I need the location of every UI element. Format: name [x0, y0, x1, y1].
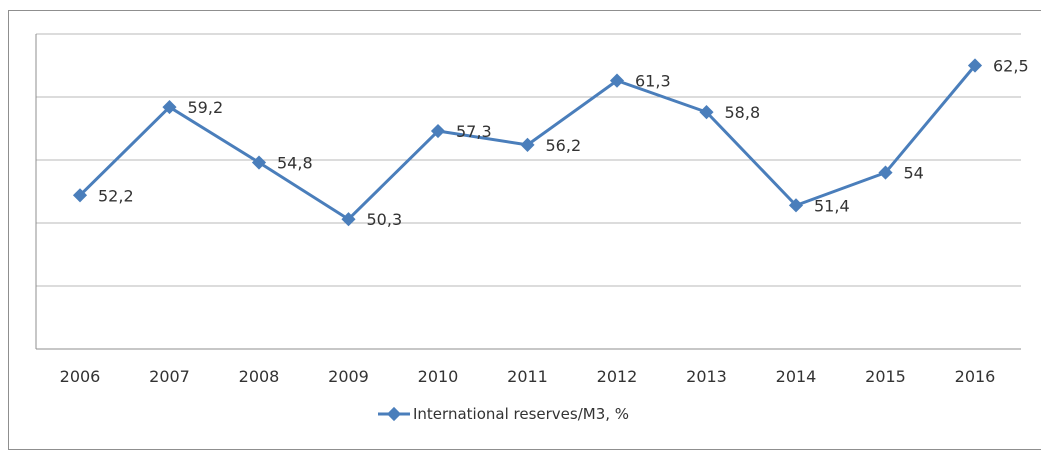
- data-label: 56,2: [546, 136, 582, 155]
- x-tick-label: 2016: [955, 367, 996, 386]
- x-tick-label: 2013: [686, 367, 727, 386]
- data-label: 51,4: [814, 196, 850, 215]
- x-tick-label: 2014: [776, 367, 817, 386]
- data-label: 50,3: [367, 210, 403, 229]
- data-point-marker: [967, 58, 983, 73]
- data-label: 62,5: [993, 57, 1029, 76]
- x-tick-label: 2008: [239, 367, 280, 386]
- data-point-marker: [878, 165, 893, 180]
- x-tick-label: 2006: [60, 367, 101, 386]
- data-label: 54,8: [277, 154, 313, 173]
- data-label: 52,2: [98, 186, 134, 205]
- axes: [35, 34, 1021, 350]
- data-label: 61,3: [635, 72, 671, 91]
- x-tick-label: 2011: [507, 367, 548, 386]
- chart-frame: [8, 10, 1041, 450]
- x-tick-labels: 2006 2007 2008 2009 2010 2011 2012 2013 2014 2015…: [60, 367, 996, 386]
- data-point-marker: [341, 212, 356, 227]
- data-label: 58,8: [725, 103, 761, 122]
- x-tick-label: 2009: [328, 367, 369, 386]
- data-point-marker: [251, 155, 267, 170]
- legend: International reserves/M3, %: [378, 405, 629, 423]
- x-tick-label: 2015: [865, 367, 906, 386]
- data-label: 54: [904, 164, 924, 183]
- data-label: 57,3: [456, 122, 492, 141]
- data-label: 59,2: [188, 98, 224, 117]
- data-point-marker: [788, 198, 804, 213]
- line-chart: 52,2 59,2 54,8 50,3 57,3 56,2 61,3 58,8 51,4 54 62…: [35, 33, 1029, 423]
- x-tick-label: 2010: [418, 367, 459, 386]
- data-point-marker: [520, 137, 535, 152]
- data-point-marker: [609, 73, 625, 88]
- gridlines: [36, 33, 1021, 287]
- legend-marker: [386, 406, 402, 422]
- series-layer: 52,2 59,2 54,8 50,3 57,3 56,2 61,3 58,8 51,4 54 62…: [72, 57, 1029, 229]
- x-tick-label: 2007: [149, 367, 190, 386]
- data-point-marker: [699, 105, 714, 120]
- x-tick-label: 2012: [597, 367, 638, 386]
- legend-label: International reserves/M3, %: [413, 405, 629, 423]
